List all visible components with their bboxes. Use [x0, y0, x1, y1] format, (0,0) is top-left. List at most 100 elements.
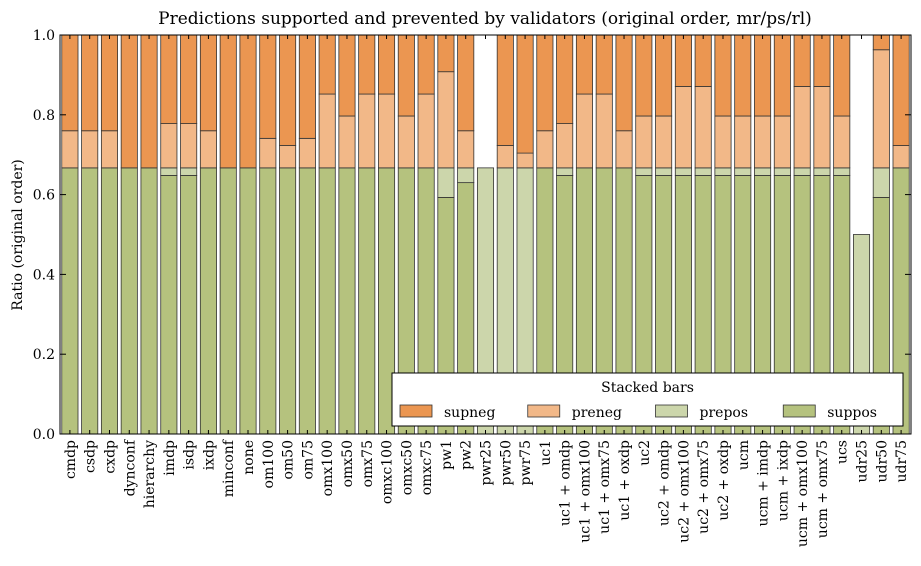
bar-supneg-33 [714, 34, 732, 117]
bar-supneg-5 [160, 34, 178, 124]
x-tick-label: dynconf [122, 438, 138, 496]
bar-supneg-16 [378, 34, 396, 95]
bar-supneg-35 [754, 34, 772, 117]
bar-prepos-25 [556, 167, 574, 176]
bar-supneg-1 [81, 34, 99, 132]
bar-suppos-3 [120, 167, 138, 435]
bar-preneg-2 [100, 130, 118, 169]
bar-preneg-17 [397, 115, 415, 169]
x-tick-label: isdp [182, 440, 198, 470]
bar-preneg-29 [635, 115, 653, 169]
bar-preneg-23 [516, 152, 534, 169]
x-tick-label: udr75 [894, 440, 910, 483]
axes-layer: cmdp csdp cxdp dynconf hierarchy imdp isdp ixdp… [33, 28, 912, 547]
bar-supneg-25 [556, 34, 574, 124]
bar-supneg-22 [496, 34, 514, 146]
bar-suppos-2 [100, 167, 118, 435]
bar-prepos-37 [793, 167, 811, 176]
bar-prepos-20 [457, 167, 475, 184]
bar-preneg-35 [754, 115, 772, 169]
bar-preneg-26 [575, 93, 593, 169]
y-tick-label: 0.6 [33, 188, 55, 204]
bar-preneg-18 [417, 93, 435, 169]
x-tick-label: ucs [835, 440, 851, 464]
x-tick-label: ucm + ixdp [775, 440, 791, 521]
bar-suppos-14 [338, 167, 356, 435]
bar-preneg-13 [318, 93, 336, 169]
x-tick-label: pw2 [459, 440, 475, 470]
bar-preneg-16 [378, 93, 396, 169]
x-tick-label: cmdp [63, 440, 79, 479]
bar-supneg-19 [437, 34, 455, 73]
bar-supneg-42 [892, 34, 910, 146]
bar-prepos-34 [734, 167, 752, 176]
x-tick-label: uc2 + omdp [657, 440, 673, 526]
legend-swatch-supneg [399, 404, 433, 418]
legend-swatch-preneg [527, 404, 561, 418]
bar-preneg-33 [714, 115, 732, 169]
y-tick-label: 1.0 [33, 28, 55, 44]
plot-frame [59, 34, 912, 435]
x-tick-label: udr50 [874, 440, 890, 483]
bar-preneg-22 [496, 145, 514, 169]
x-tick-label: uc2 + oxdp [716, 440, 732, 521]
bar-suppos-4 [140, 167, 158, 435]
bar-prepos-32 [694, 167, 712, 176]
bar-preneg-10 [259, 137, 277, 169]
bar-suppos-10 [259, 167, 277, 435]
bar-supneg-3 [120, 34, 138, 169]
bar-prepos-35 [754, 167, 772, 176]
bar-preneg-7 [199, 130, 217, 169]
x-tick-label: uc2 [637, 440, 653, 466]
bars-layer [61, 34, 910, 435]
bar-suppos-9 [239, 167, 257, 435]
y-tick-label: 0.0 [33, 427, 55, 443]
bar-preneg-39 [833, 115, 851, 169]
bar-supneg-2 [100, 34, 118, 132]
x-tick-label: uc1 + omx75 [597, 440, 613, 534]
x-tick-label: ixdp [201, 440, 217, 470]
bar-supneg-18 [417, 34, 435, 95]
bar-preneg-14 [338, 115, 356, 169]
bar-preneg-41 [872, 49, 890, 169]
bar-supneg-34 [734, 34, 752, 117]
x-tick-label: csdp [83, 440, 99, 473]
bar-preneg-25 [556, 123, 574, 169]
bar-preneg-27 [595, 93, 613, 169]
chart-title: Predictions supported and prevented by v… [158, 9, 812, 29]
x-tick-label: omxc75 [419, 440, 435, 495]
bar-prepos-6 [180, 167, 198, 176]
bar-prepos-31 [674, 167, 692, 176]
bar-supneg-11 [279, 34, 297, 146]
bar-preneg-38 [813, 86, 831, 169]
bar-preneg-32 [694, 86, 712, 169]
bar-suppos-7 [199, 167, 217, 435]
bar-supneg-27 [595, 34, 613, 95]
bar-preneg-12 [298, 137, 316, 169]
x-tick-label: om50 [281, 440, 297, 480]
bar-prepos-38 [813, 167, 831, 176]
x-tick-label: pw1 [439, 440, 455, 470]
bar-preneg-37 [793, 86, 811, 169]
x-tick-label: pwr50 [498, 440, 514, 485]
x-tick-label: pwr25 [479, 440, 495, 485]
bar-preneg-28 [615, 130, 633, 169]
x-tick-label: cxdp [102, 440, 118, 474]
bar-preneg-1 [81, 130, 99, 169]
x-tick-label: uc1 + oxdp [617, 440, 633, 521]
legend-title: Stacked bars [601, 380, 694, 396]
bar-supneg-31 [674, 34, 692, 87]
bar-supneg-30 [655, 34, 673, 117]
bar-suppos-6 [180, 175, 198, 435]
bar-supneg-29 [635, 34, 653, 117]
x-tick-label: imdp [162, 440, 178, 476]
bar-supneg-24 [536, 34, 554, 132]
x-tick-label: hierarchy [142, 440, 158, 508]
bar-prepos-19 [437, 167, 455, 198]
y-tick-label: 0.8 [33, 108, 55, 124]
bar-supneg-26 [575, 34, 593, 95]
x-tick-label: uc2 + omx100 [676, 440, 692, 543]
x-tick-label: pwr75 [518, 440, 534, 485]
